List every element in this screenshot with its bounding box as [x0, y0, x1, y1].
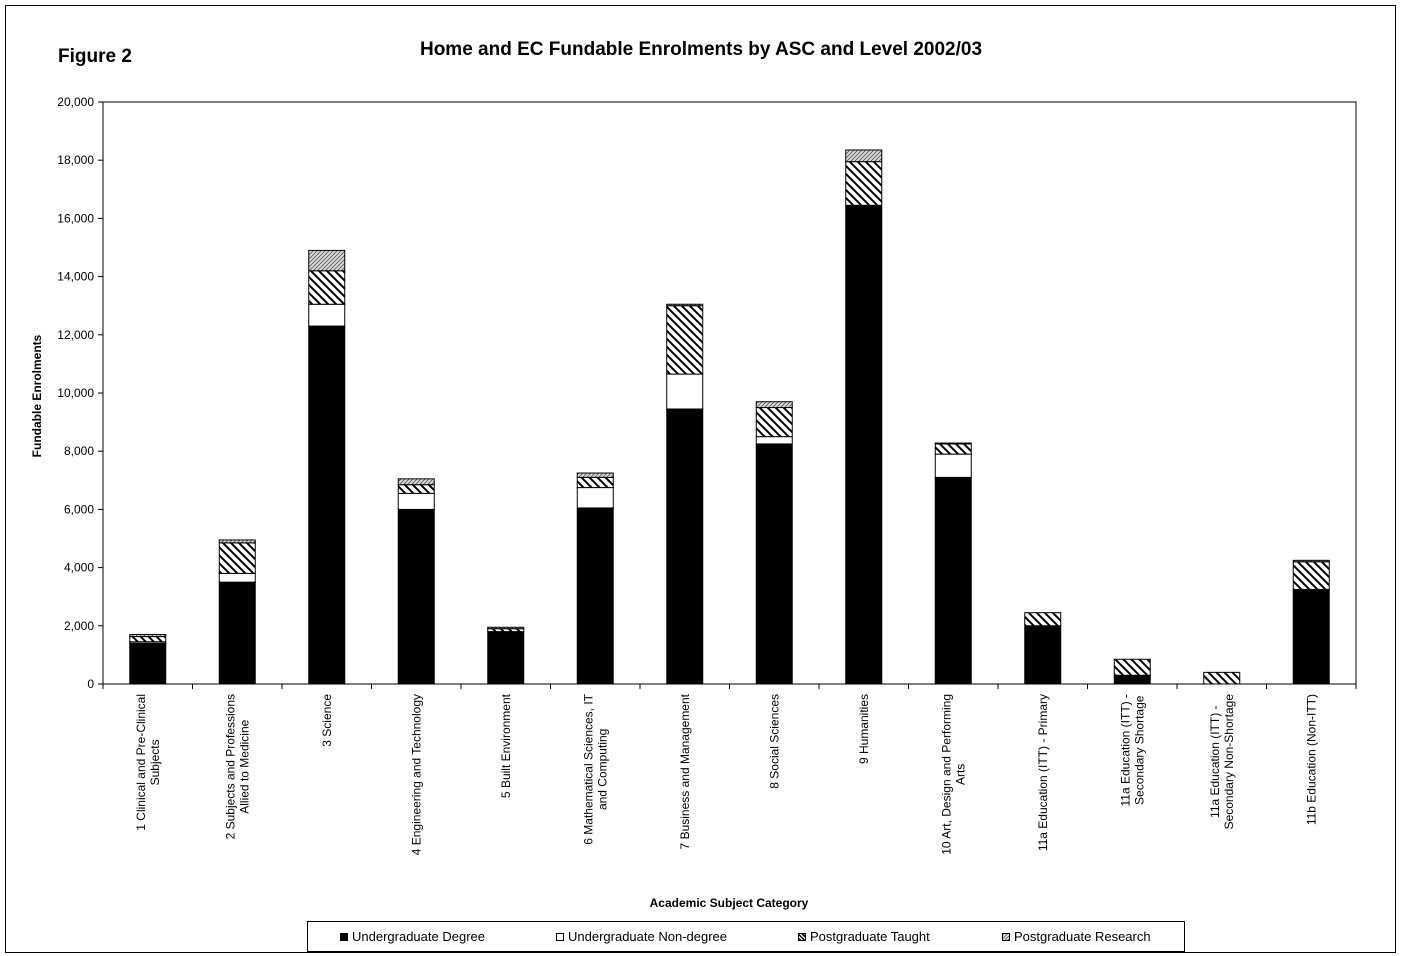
bar-segment [1203, 671, 1241, 685]
x-tick-label: Arts [953, 764, 967, 785]
bar-segment [308, 325, 346, 685]
y-tick-label: 14,000 [57, 270, 94, 284]
x-tick-label: 1 Clinical and Pre-Clinical [134, 694, 148, 831]
legend-label: Undergraduate Degree [352, 929, 485, 944]
bar-segment [308, 303, 346, 327]
bar-segment [666, 373, 704, 410]
bar-segment [666, 303, 704, 307]
y-tick-label: 0 [87, 677, 94, 691]
y-tick-label: 16,000 [57, 211, 94, 225]
legend-swatch [798, 932, 806, 941]
bar-segment [1292, 559, 1330, 563]
bar-segment [755, 436, 793, 445]
bar-segment [934, 476, 972, 685]
x-tick-label: 11b Education (Non-ITT) [1304, 694, 1318, 825]
bar-segment [397, 478, 435, 486]
bar-segment [845, 149, 883, 163]
bar-segment [1292, 561, 1330, 590]
bar-segment [934, 442, 972, 445]
legend-label: Undergraduate Non-degree [568, 929, 727, 944]
y-tick-label: 2,000 [64, 619, 94, 633]
bar-segment [755, 443, 793, 685]
y-tick-label: 8,000 [64, 444, 94, 458]
bar-segment [1024, 612, 1062, 627]
legend-item: Undergraduate Non-degree [556, 929, 727, 944]
y-axis-label: Fundable Enrolments [30, 334, 44, 457]
bar-segment [934, 443, 972, 455]
x-axis-label: Academic Subject Category [650, 896, 809, 910]
bar-segment [576, 476, 614, 489]
legend-swatch [340, 932, 348, 941]
x-tick-label: and Computing [595, 729, 609, 810]
legend-item: Postgraduate Research [1002, 929, 1151, 944]
y-tick-label: 18,000 [57, 153, 94, 167]
plot-area: 0 2,000 4,000 6,000 8,000 10,000 12,000 14,000 1… [57, 95, 1357, 855]
bar-segment [397, 484, 435, 494]
bar-segment [1292, 588, 1330, 685]
y-tick-label: 20,000 [57, 95, 94, 109]
bar-segment [129, 642, 167, 685]
x-tick-label: Secondary Shortage [1132, 695, 1146, 805]
y-tick-label: 4,000 [64, 561, 94, 575]
x-tick-label: Subjects [148, 739, 162, 785]
bar-segment [755, 401, 793, 409]
x-tick-label: Allied to Medicine [237, 719, 251, 813]
x-tick-label: 5 Built Environment [499, 693, 513, 798]
x-tick-label: 2 Subjects and Professions [223, 694, 237, 839]
legend-label: Postgraduate Research [1014, 929, 1151, 944]
bar-segment [845, 161, 883, 206]
figure-label: Figure 2 [58, 46, 132, 67]
bar-segment [129, 636, 167, 643]
chart-title: Home and EC Fundable Enrolments by ASC a… [419, 39, 983, 60]
bar-segment [397, 508, 435, 685]
x-tick-label: 10 Art, Design and Performing [939, 694, 953, 855]
bar-segment [129, 634, 167, 638]
bar-segment [218, 572, 256, 583]
bar-segment [218, 539, 256, 544]
legend-item: Undergraduate Degree [340, 929, 485, 944]
x-tick-label: 7 Business and Management [678, 693, 692, 849]
bar-segment [1024, 625, 1062, 685]
bar-segment [308, 249, 346, 272]
y-tick-label: 6,000 [64, 502, 94, 516]
x-tick-label: 8 Social Sciences [767, 694, 781, 789]
x-tick-label: 9 Humanities [857, 694, 871, 764]
legend: Undergraduate Degree Undergraduate Non-de… [307, 921, 1185, 952]
legend-swatch [1002, 932, 1010, 941]
bar-segment [755, 407, 793, 438]
bar-segment [576, 487, 614, 509]
x-tick-label: 6 Mathematical Sciences, IT [581, 693, 595, 844]
legend-item: Postgraduate Taught [798, 929, 930, 944]
chart-frame [5, 5, 1396, 953]
legend-label: Postgraduate Taught [810, 929, 930, 944]
bar-segment [934, 453, 972, 478]
plot-border [102, 101, 1357, 685]
y-tick-label: 10,000 [57, 386, 94, 400]
bar-segment [666, 305, 704, 375]
x-tick-label: Secondary Non-Shortage [1222, 694, 1236, 830]
bar-segment [845, 204, 883, 685]
bar-segment [666, 408, 704, 685]
x-tick-label: 4 Engineering and Technology [409, 694, 423, 855]
bar-segment [1113, 658, 1151, 676]
bar-segment [218, 542, 256, 574]
y-tick-label: 12,000 [57, 328, 94, 342]
bar-segment [487, 631, 525, 685]
x-tick-label: 11a Education (ITT) - [1118, 694, 1132, 807]
bar-segment [576, 507, 614, 685]
x-tick-label: 11a Education (ITT) - [1208, 705, 1222, 818]
bar-segment [487, 626, 525, 630]
legend-swatch [556, 932, 564, 941]
x-tick-label: 11a Education (ITT) - Primary [1036, 694, 1050, 851]
bar-segment [308, 270, 346, 305]
bar-segment [1113, 674, 1151, 685]
bar-segment [397, 492, 435, 510]
bar-segment [218, 581, 256, 685]
x-tick-label: 3 Science [320, 694, 334, 747]
bar-segment [576, 472, 614, 478]
